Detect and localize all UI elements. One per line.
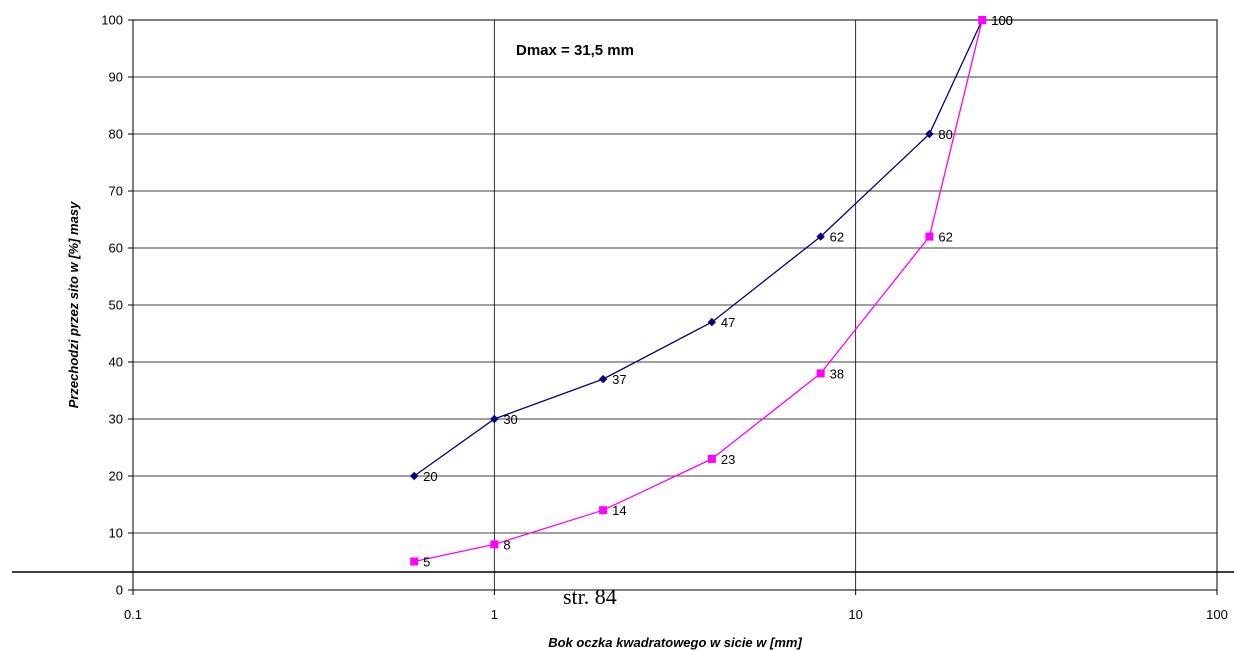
x-axis-title: Bok oczka kwadratowego w sicie w [mm] bbox=[548, 635, 802, 650]
x-tick-label: 0.1 bbox=[124, 607, 142, 622]
series-1-point bbox=[598, 374, 608, 384]
plot-area-frame bbox=[132, 19, 1218, 591]
y-tick-label: 20 bbox=[109, 469, 123, 484]
y-tick-label: 100 bbox=[101, 13, 123, 28]
series-1-data-label: 37 bbox=[612, 372, 626, 387]
series-1-point bbox=[409, 471, 419, 481]
y-tick-label: 40 bbox=[109, 355, 123, 370]
series-2-point bbox=[410, 557, 419, 566]
y-tick-label: 30 bbox=[109, 412, 123, 427]
y-tick-label: 80 bbox=[109, 127, 123, 142]
series-1-point bbox=[816, 232, 825, 241]
x-tick-label: 1 bbox=[491, 607, 498, 622]
series-2-data-label: 23 bbox=[721, 452, 735, 467]
series-2-point bbox=[925, 232, 934, 241]
series-1-data-label: 47 bbox=[721, 315, 735, 330]
series-1-point bbox=[490, 414, 499, 424]
series-2-data-label: 5 bbox=[423, 555, 430, 570]
series-1-data-label: 100 bbox=[991, 13, 1013, 28]
tick-labels: 0 10 20 30 40 50 60 70 80 90 100 0.1 1 10 100 bbox=[101, 13, 1228, 623]
y-tick-label: 90 bbox=[109, 70, 123, 85]
series-2-point bbox=[816, 369, 825, 378]
series-1-data-label: 30 bbox=[503, 412, 517, 427]
series-2-point bbox=[707, 454, 716, 463]
series-2-point bbox=[599, 506, 608, 515]
series-1-data-label: 62 bbox=[830, 230, 844, 245]
series-2-data-label: 62 bbox=[938, 230, 952, 245]
page-number-footer: str. 84 bbox=[563, 584, 617, 609]
y-tick-label: 50 bbox=[109, 298, 123, 313]
dmax-annotation: Dmax = 31,5 mm bbox=[516, 42, 634, 59]
y-tick-label: 10 bbox=[109, 526, 123, 541]
x-tick-label: 10 bbox=[848, 607, 862, 622]
y-tick-label: 0 bbox=[116, 583, 123, 598]
series-2-line bbox=[414, 19, 983, 563]
series-1-data-label: 80 bbox=[938, 127, 952, 142]
series-2-point bbox=[490, 540, 499, 549]
y-tick-label: 70 bbox=[109, 184, 123, 199]
grid bbox=[133, 19, 1218, 590]
x-tick-label: 100 bbox=[1206, 607, 1228, 622]
series-group bbox=[409, 15, 987, 566]
series-2-data-label: 14 bbox=[612, 503, 626, 518]
series-2-data-label: 100 bbox=[991, 13, 1013, 28]
series-2-data-label: 8 bbox=[503, 537, 510, 552]
series-2-point bbox=[978, 16, 987, 24]
axes bbox=[128, 19, 1218, 595]
y-tick-label: 60 bbox=[109, 241, 123, 256]
series-1-data-label: 20 bbox=[423, 469, 437, 484]
y-axis-title: Przechodzi przez sito w [%] masy bbox=[66, 201, 81, 408]
series-2-data-label: 38 bbox=[830, 366, 844, 381]
series-1-point bbox=[707, 317, 717, 327]
series-1-point bbox=[925, 129, 934, 139]
